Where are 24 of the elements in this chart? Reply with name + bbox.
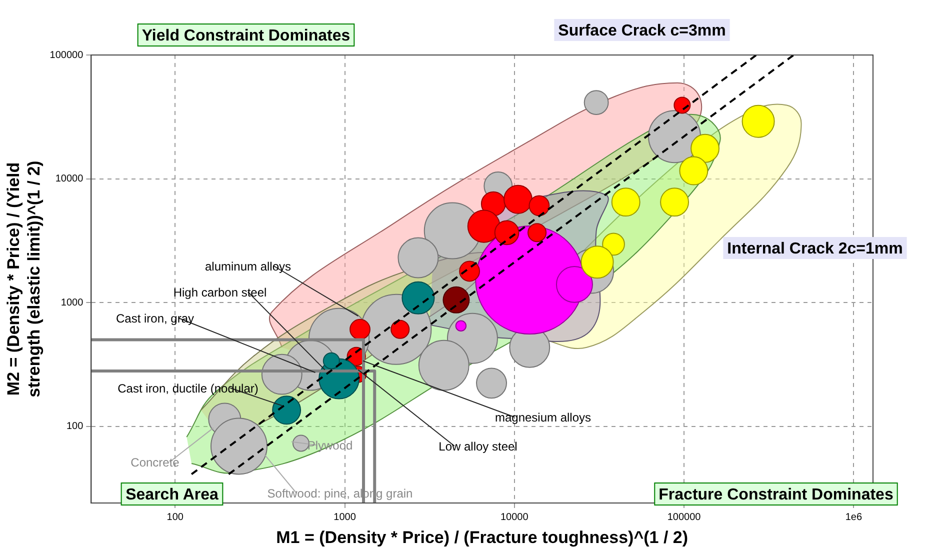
annotation: High carbon steel	[173, 285, 267, 300]
y-tick-label: 100000	[50, 50, 84, 61]
annotation: Cast iron, ductile (nodular)	[118, 381, 258, 396]
y-axis-title: M2 = (Density * Price) / (Yield strength (elastic limit))^(1 / 2)	[4, 160, 44, 398]
y-tick-label: 10000	[55, 174, 84, 185]
x-tick-label: 1e6	[845, 512, 862, 523]
text: Yield Constraint Dominates	[142, 27, 350, 44]
x-axis-title: M1 = (Density * Price) / (Fracture toughness)^(1 / 2)	[276, 528, 688, 547]
x-tick-label: 10000	[500, 512, 529, 523]
annotation: magnesium alloys	[494, 410, 592, 424]
x-tick-label: 100000	[667, 512, 702, 523]
annotation: aluminum alloys	[204, 259, 292, 274]
text: Surface Crack c=3mm	[558, 22, 726, 40]
annotation: Low alloy steel	[438, 439, 518, 454]
x-tick-label: 1000	[334, 512, 356, 523]
y-tick-label: 100	[66, 421, 84, 432]
annotation: Search Area	[126, 486, 218, 504]
annotation: Internal Crack 2c=1mm	[727, 240, 903, 258]
annotation: Fracture Constraint Dominates	[658, 486, 894, 504]
annotation: Concrete	[130, 455, 180, 470]
x-tick-label: 100	[166, 512, 184, 523]
annotation: Plywood	[307, 438, 353, 452]
annotation: Cast iron, gray	[116, 311, 194, 326]
y-tick-label: 1000	[60, 297, 84, 308]
